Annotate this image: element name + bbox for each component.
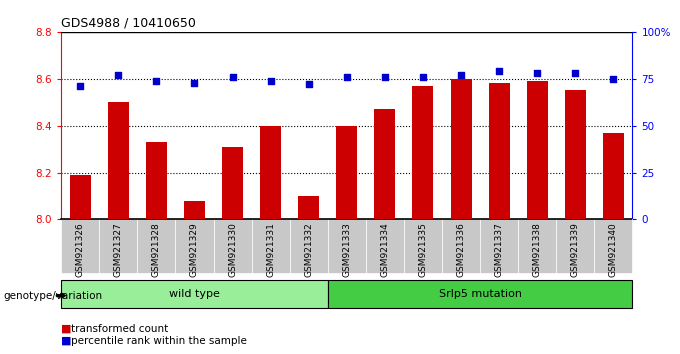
Text: GSM921336: GSM921336: [456, 222, 466, 277]
Text: GSM921333: GSM921333: [342, 222, 352, 277]
FancyArrow shape: [56, 293, 65, 298]
Bar: [175, 219, 214, 273]
Text: Srlp5 mutation: Srlp5 mutation: [439, 289, 522, 299]
Bar: [442, 219, 480, 273]
Bar: [299, 196, 319, 219]
Bar: [146, 142, 167, 219]
Text: GSM921337: GSM921337: [494, 222, 504, 277]
Point: [379, 74, 390, 80]
Text: GSM921331: GSM921331: [266, 222, 275, 277]
Text: percentile rank within the sample: percentile rank within the sample: [71, 336, 248, 346]
Text: GSM921338: GSM921338: [532, 222, 542, 277]
Bar: [489, 84, 509, 219]
Bar: [375, 109, 395, 219]
Text: GSM921334: GSM921334: [380, 222, 390, 277]
Bar: [413, 86, 433, 219]
Bar: [328, 280, 632, 308]
Point: [227, 74, 238, 80]
Text: genotype/variation: genotype/variation: [3, 291, 103, 301]
Point: [494, 68, 505, 74]
Bar: [252, 219, 290, 273]
Bar: [184, 201, 205, 219]
Text: GSM921329: GSM921329: [190, 222, 199, 277]
Text: GDS4988 / 10410650: GDS4988 / 10410650: [61, 16, 196, 29]
Point: [265, 78, 276, 84]
Bar: [214, 219, 252, 273]
Point: [189, 80, 200, 85]
Text: GSM921340: GSM921340: [609, 222, 618, 277]
Bar: [328, 219, 366, 273]
Bar: [480, 219, 518, 273]
Text: GSM921339: GSM921339: [571, 222, 580, 277]
Point: [113, 72, 124, 78]
Bar: [366, 219, 404, 273]
Point: [418, 74, 428, 80]
Bar: [290, 219, 328, 273]
Text: GSM921328: GSM921328: [152, 222, 161, 277]
Point: [456, 72, 466, 78]
Point: [532, 70, 543, 76]
Bar: [108, 102, 129, 219]
Bar: [451, 79, 471, 219]
Bar: [61, 219, 99, 273]
Bar: [222, 147, 243, 219]
Text: GSM921332: GSM921332: [304, 222, 313, 277]
Bar: [565, 91, 585, 219]
Point: [341, 74, 352, 80]
Bar: [337, 126, 357, 219]
Text: ■: ■: [61, 336, 71, 346]
Bar: [260, 126, 281, 219]
Text: ■: ■: [61, 324, 71, 333]
Bar: [404, 219, 442, 273]
Bar: [527, 81, 547, 219]
Bar: [603, 133, 624, 219]
Bar: [137, 219, 175, 273]
Text: wild type: wild type: [169, 289, 220, 299]
Text: GSM921327: GSM921327: [114, 222, 123, 277]
Text: transformed count: transformed count: [71, 324, 169, 333]
Text: GSM921335: GSM921335: [418, 222, 428, 277]
Bar: [61, 280, 328, 308]
Point: [75, 84, 86, 89]
Text: GSM921326: GSM921326: [75, 222, 85, 277]
Point: [151, 78, 162, 84]
Bar: [99, 219, 137, 273]
Point: [303, 81, 314, 87]
Text: GSM921330: GSM921330: [228, 222, 237, 277]
Bar: [70, 175, 90, 219]
Bar: [518, 219, 556, 273]
Bar: [594, 219, 632, 273]
Point: [608, 76, 619, 81]
Point: [570, 70, 581, 76]
Bar: [556, 219, 594, 273]
